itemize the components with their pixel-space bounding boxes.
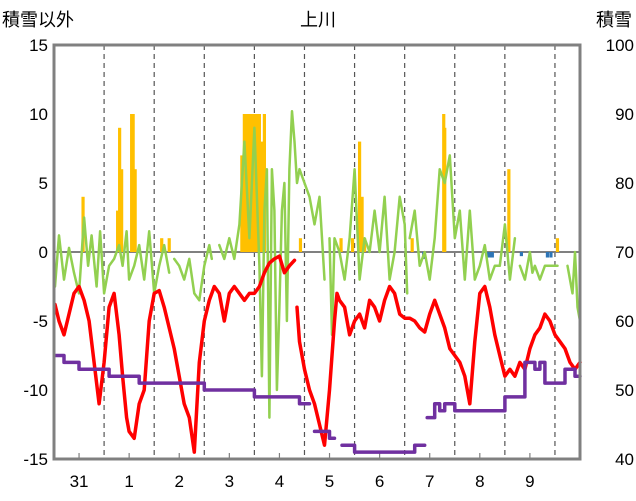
left-tick-label: -10 — [23, 381, 48, 400]
line-風速 — [53, 216, 171, 295]
bar-降雪量 — [133, 169, 137, 252]
x-tick-label: 9 — [525, 472, 534, 491]
right-axis-ticks: 100 90 80 70 60 50 40 — [606, 36, 634, 469]
x-tick-label: 2 — [175, 472, 184, 491]
x-tick-label: 6 — [375, 472, 384, 491]
left-axis-title: 積雪以外 — [2, 10, 74, 30]
bar-降雪量 — [242, 114, 246, 252]
x-tick-label: 7 — [425, 472, 434, 491]
right-tick-label: 40 — [615, 450, 634, 469]
line-風速 — [518, 250, 559, 281]
line-風速 — [566, 209, 582, 323]
line-積雪 — [53, 353, 312, 406]
left-tick-label: 0 — [39, 243, 48, 262]
x-tick-label: 31 — [70, 472, 89, 491]
left-tick-label: 15 — [29, 36, 48, 55]
left-tick-label: -5 — [33, 312, 48, 331]
bar-降雪量 — [298, 238, 303, 252]
bar-降雪量 — [339, 238, 343, 252]
line-series — [53, 109, 582, 454]
bar-降雪量 — [131, 114, 135, 252]
bar-降雪量 — [443, 127, 447, 252]
bar-降雪量 — [555, 238, 560, 252]
right-tick-label: 50 — [615, 381, 634, 400]
x-tick-label: 3 — [225, 472, 234, 491]
bar-降雪量 — [260, 141, 264, 252]
line-風速 — [408, 154, 517, 281]
x-tick-label: 4 — [275, 472, 284, 491]
line-風速 — [218, 109, 326, 419]
x-tick-label: 1 — [124, 472, 133, 491]
right-tick-label: 70 — [615, 243, 634, 262]
line-積雪 — [340, 443, 427, 454]
plot-frame — [52, 43, 582, 461]
bar-降雪量 — [167, 238, 171, 252]
line-風速 — [172, 243, 214, 302]
right-tick-label: 80 — [615, 174, 634, 193]
bar-降雪量 — [350, 238, 355, 252]
bar-series — [81, 114, 560, 259]
bar-降水量 — [545, 252, 550, 258]
bar-降水量 — [519, 252, 523, 257]
bar-降雪量 — [410, 238, 414, 252]
left-tick-label: -15 — [23, 450, 48, 469]
bar-降雪量 — [247, 114, 251, 252]
x-axis-ticks: 31 1 2 3 4 5 6 7 8 9 — [70, 472, 535, 491]
line-気温 — [53, 254, 297, 454]
bar-降雪量 — [507, 169, 511, 252]
x-tick-label: 5 — [325, 472, 334, 491]
bar-降雪量 — [116, 210, 120, 252]
bar-降水量 — [549, 252, 553, 258]
bar-降雪量 — [118, 127, 122, 252]
right-tick-label: 60 — [615, 312, 634, 331]
right-tick-label: 100 — [606, 36, 634, 55]
bar-降雪量 — [357, 141, 362, 252]
bar-降雪量 — [257, 114, 261, 252]
line-積雪 — [425, 360, 582, 420]
line-積雪 — [312, 429, 337, 441]
left-tick-label: 10 — [29, 105, 48, 124]
right-axis-title: 積雪 — [596, 10, 632, 30]
bar-降水量 — [490, 252, 494, 258]
left-axis-ticks: 15 10 5 0 -5 -10 -15 — [23, 36, 48, 469]
bar-降雪量 — [120, 169, 124, 252]
chart-title: 上川 — [300, 10, 336, 30]
bar-降雪量 — [252, 114, 256, 252]
bar-降雪量 — [262, 114, 266, 252]
bar-降雪量 — [360, 196, 364, 252]
x-tick-label: 8 — [475, 472, 484, 491]
bar-降雪量 — [160, 238, 164, 252]
line-風速 — [328, 167, 409, 337]
line-気温 — [295, 284, 582, 447]
right-tick-label: 90 — [615, 105, 634, 124]
bar-降水量 — [488, 252, 492, 258]
left-tick-label: 5 — [39, 174, 48, 193]
